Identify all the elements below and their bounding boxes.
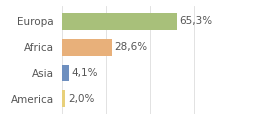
Text: 28,6%: 28,6% — [115, 42, 148, 52]
Text: 65,3%: 65,3% — [179, 16, 213, 26]
Text: 4,1%: 4,1% — [71, 68, 98, 78]
Bar — [62, 13, 177, 30]
Bar — [62, 65, 69, 81]
Bar — [62, 39, 112, 55]
Bar — [62, 90, 65, 107]
Text: 2,0%: 2,0% — [68, 94, 94, 104]
